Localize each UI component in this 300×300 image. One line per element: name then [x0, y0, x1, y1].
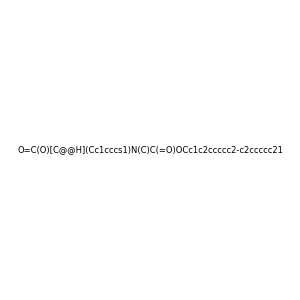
Text: O=C(O)[C@@H](Cc1cccs1)N(C)C(=O)OCc1c2ccccc2-c2ccccc21: O=C(O)[C@@H](Cc1cccs1)N(C)C(=O)OCc1c2ccc… [17, 146, 283, 154]
